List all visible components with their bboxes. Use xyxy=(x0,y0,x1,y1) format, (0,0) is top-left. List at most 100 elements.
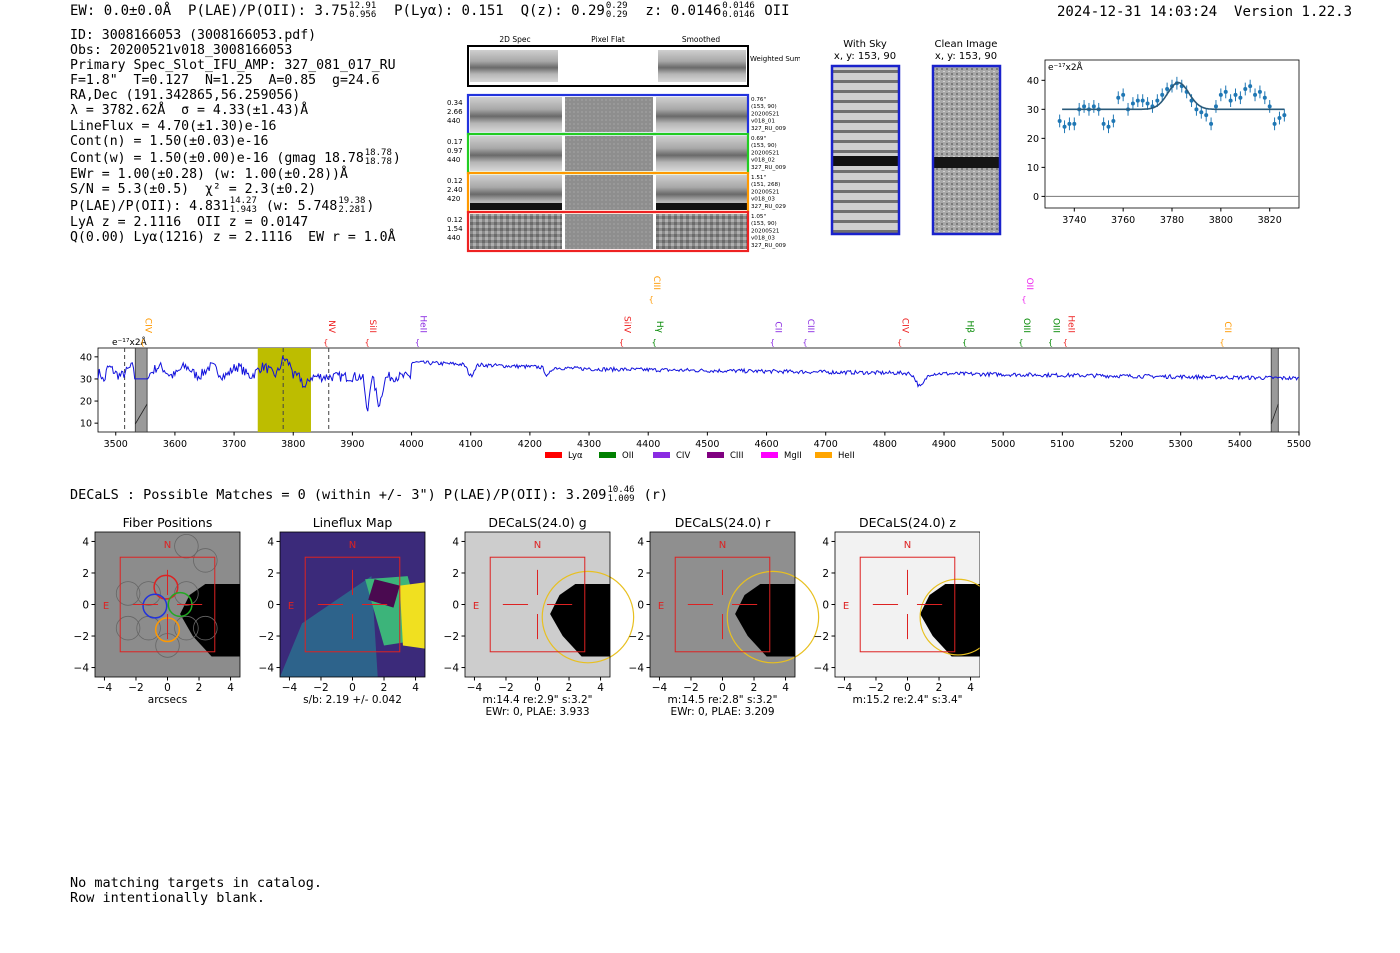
spec-line-label: Hβ xyxy=(965,320,975,333)
header-ew: EW: 0.0±0.0Å xyxy=(70,3,172,19)
spec2d-row-right-label: (153, 90) xyxy=(751,104,777,110)
spec-ytick-label: 10 xyxy=(80,419,92,430)
legend-swatch xyxy=(815,452,832,458)
decals-xtick-label: 4 xyxy=(227,682,234,694)
spec2d-row-right-label: 327_RU_009 xyxy=(751,126,786,132)
spec2d-row-left-label: 2.66 xyxy=(447,108,463,116)
spec-xtick-label: 4900 xyxy=(932,439,956,450)
spec2d-col-2d: 2D Spec xyxy=(499,35,530,44)
spec2d-row-right-label: 20200521 xyxy=(751,150,780,156)
spec-xtick-label: 4600 xyxy=(754,439,778,450)
spec2d-row-right-label: 327_RU_009 xyxy=(751,165,786,171)
aperture-ellipse xyxy=(919,578,980,656)
decals-caption: s/b: 2.19 +/- 0.042 xyxy=(303,694,402,706)
decals-xtick-label: 4 xyxy=(597,682,604,694)
lineflux-peak xyxy=(368,579,400,608)
fit-data-point xyxy=(1082,104,1087,109)
version: Version 1.22.3 xyxy=(1234,4,1353,20)
spec-line-marker: { xyxy=(323,338,328,347)
spec2d-weighted-sum: Weighted Sum xyxy=(467,45,800,87)
compass-north: N xyxy=(534,540,541,551)
spec2d-row-right-label: 0.69" xyxy=(751,136,766,142)
spec-line-label: CIV xyxy=(142,318,152,334)
decals-panel: Fiber Positions N E −4 −4 −2 −2 0 0 2 2 4 4 arcsecs xyxy=(74,515,241,706)
spec-mask-hatch xyxy=(1270,403,1279,425)
spec2d-col-smoothed: Smoothed xyxy=(682,35,721,44)
decals-xtick-label: 4 xyxy=(412,682,419,694)
spec-line-marker: { xyxy=(1063,338,1068,347)
fit-data-point xyxy=(1130,101,1135,106)
fit-data-point xyxy=(1243,87,1248,92)
decals-xtick-label: 4 xyxy=(967,682,974,694)
fit-data-point xyxy=(1233,92,1238,97)
search-box xyxy=(304,556,401,653)
spec-xtick-label: 4400 xyxy=(636,439,660,450)
spec-line-label: Hγ xyxy=(654,321,664,334)
spec2d-row-right-label: (151, 268) xyxy=(751,182,780,188)
decals-panel: Lineflux Map N E −4 −4 −2 −2 0 0 2 2 4 4 s/b: 2.19 +/… xyxy=(259,515,426,706)
fit-data-point xyxy=(1194,107,1199,112)
full-spectrum-chart: 3500 3600 3700 3800 3900 4000 4100 4200 4300 4400… xyxy=(80,276,1311,461)
bright-source xyxy=(180,584,240,657)
decals-panel-title: Fiber Positions xyxy=(123,515,213,530)
decals-panel-title: DECaLS(24.0) r xyxy=(675,515,771,530)
fit-data-point xyxy=(1213,104,1218,109)
fit-data-point xyxy=(1057,118,1062,123)
fit-ytick-label: 30 xyxy=(1027,105,1039,116)
spec-xtick-label: 3700 xyxy=(222,439,246,450)
decals-panel: DECaLS(24.0) z N E −4 −4 −2 −2 0 0 2 2 4 4 m:15.2 re:… xyxy=(814,515,980,706)
decals-xtick-label: −4 xyxy=(652,682,668,694)
spec2d-row-right-label: 20200521 xyxy=(751,111,780,117)
fit-data-point xyxy=(1106,124,1111,129)
spec2d-row-right-label: 1.51" xyxy=(751,175,766,181)
spec-xtick-label: 5200 xyxy=(1109,439,1133,450)
info-obs: Obs: 20200521v018_3008166053 xyxy=(70,43,293,59)
spec-ytick-label: 40 xyxy=(80,352,92,363)
compass-east: E xyxy=(843,601,849,612)
fit-gaussian-curve xyxy=(1062,81,1285,111)
info-q: Q(0.00) Lyα(1216) z = 2.1116 EW r = 1.0Å xyxy=(70,230,396,246)
legend-swatch xyxy=(707,452,724,458)
decals-panel-title: DECaLS(24.0) g xyxy=(488,515,586,530)
decals-xtick-label: −2 xyxy=(313,682,328,694)
spec-line-label: SiIV xyxy=(622,316,632,334)
spec-line-marker: { xyxy=(415,338,420,347)
fit-data-point xyxy=(1111,118,1116,123)
spec-line-marker: { xyxy=(770,338,775,347)
decals-xtick-label: −2 xyxy=(128,682,143,694)
fit-data-point xyxy=(1277,116,1282,121)
fit-data-point xyxy=(1282,113,1287,118)
legend-label: HeII xyxy=(838,451,855,461)
catalog-note-line2: Row intentionally blank. xyxy=(70,890,266,907)
spec2d-row-right-label: v018_01 xyxy=(751,119,775,125)
decals-panels: Fiber Positions N E −4 −4 −2 −2 0 0 2 2 4 4 arcsecs Li… xyxy=(74,515,980,718)
legend-label: MgII xyxy=(784,451,802,461)
decals-caption-2: EWr: 0, PLAE: 3.209 xyxy=(670,706,774,718)
search-box xyxy=(489,556,586,653)
spec2d-row-right-label: 20200521 xyxy=(751,189,780,195)
fit-data-point xyxy=(1091,104,1096,109)
spec-xtick-label: 4100 xyxy=(459,439,483,450)
legend-swatch xyxy=(761,452,778,458)
decals-xtick-label: −4 xyxy=(282,682,298,694)
spec-line-window xyxy=(257,348,311,432)
fit-xtick-label: 3780 xyxy=(1160,215,1184,226)
bright-source xyxy=(550,584,610,657)
decals-ytick-label: −4 xyxy=(444,663,460,675)
spec-xtick-label: 4200 xyxy=(518,439,542,450)
decals-ytick-label: 2 xyxy=(452,568,459,580)
decals-ytick-label: 2 xyxy=(822,568,829,580)
spec-line-label: CII xyxy=(1222,321,1232,333)
decals-xtick-label: −4 xyxy=(467,682,483,694)
decals-ytick-label: 0 xyxy=(637,600,644,612)
spec-xtick-label: 4800 xyxy=(873,439,897,450)
legend-swatch xyxy=(599,452,616,458)
decals-xtick-label: 2 xyxy=(196,682,203,694)
legend-label: CIV xyxy=(676,451,690,461)
decals-ytick-label: −4 xyxy=(259,663,275,675)
spec2d-row-right-label: 327_RU_029 xyxy=(751,204,786,210)
compass-east: E xyxy=(288,601,294,612)
decals-caption: m:14.5 re:2.8" s:3.2" xyxy=(668,694,778,706)
spec-xtick-label: 3900 xyxy=(340,439,364,450)
